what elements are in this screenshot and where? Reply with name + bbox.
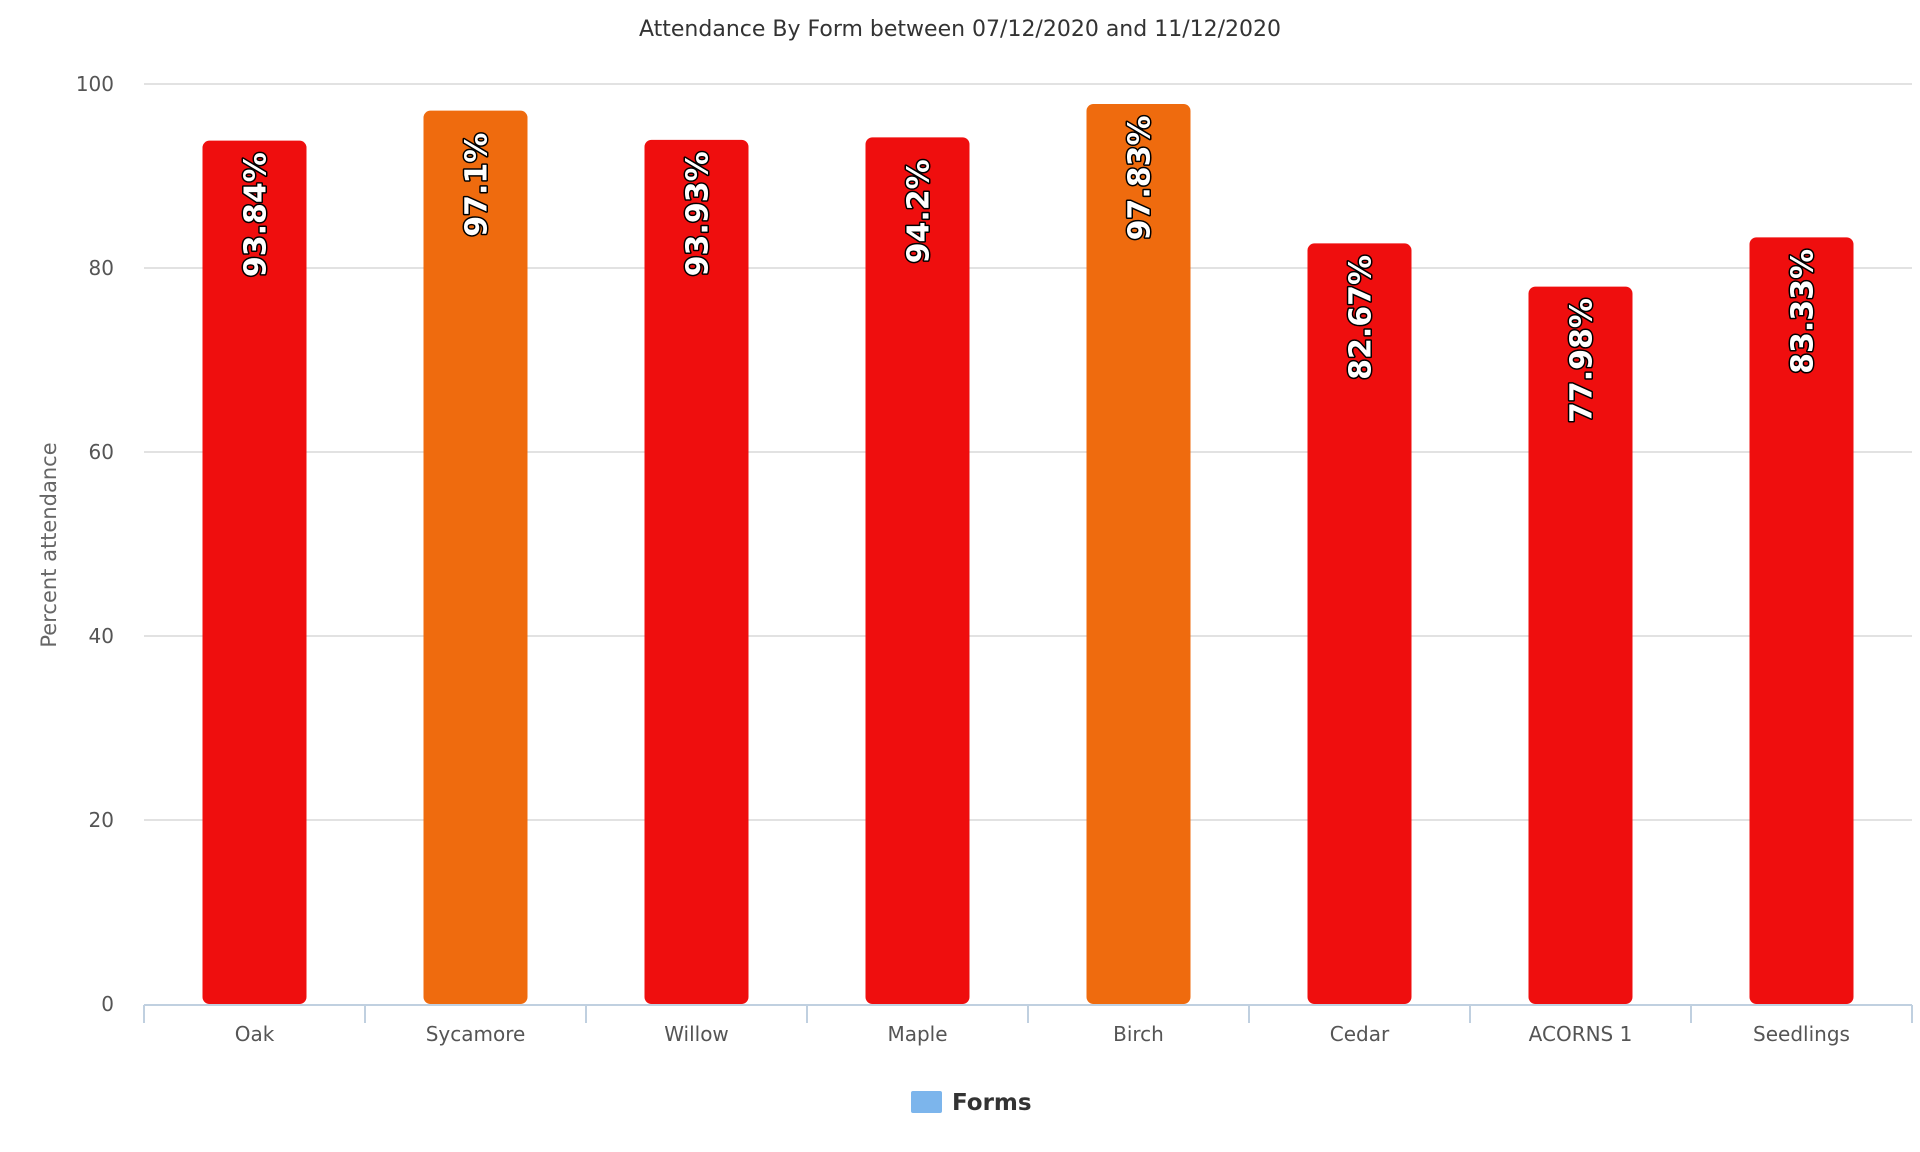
x-tick-label: Oak (235, 1022, 275, 1046)
legend[interactable]: Forms (911, 1090, 1032, 1116)
chart-title: Attendance By Form between 07/12/2020 an… (639, 17, 1281, 42)
x-tick-label: ACORNS 1 (1529, 1022, 1633, 1046)
bars (202, 103, 1854, 1005)
bar-seedlings[interactable] (1749, 237, 1854, 1004)
legend-label: Forms (952, 1090, 1032, 1116)
x-tick-label: Maple (887, 1022, 947, 1046)
y-tick-label: 60 (89, 440, 114, 464)
bar-maple[interactable] (865, 137, 970, 1005)
data-label: 94.2% (902, 159, 937, 263)
bar-birch[interactable] (1086, 103, 1191, 1005)
data-label: 82.67% (1344, 255, 1379, 380)
x-tick-label: Cedar (1330, 1022, 1390, 1046)
y-axis-label: Percent attendance (37, 442, 61, 647)
data-label: 93.93% (681, 151, 716, 276)
y-axis-ticks: 0 20 40 60 80 100 (76, 72, 114, 1016)
y-tick-label: 40 (89, 624, 114, 648)
bar-willow[interactable] (644, 139, 749, 1004)
data-label: 77.98% (1565, 298, 1600, 423)
gridlines (144, 83, 1912, 821)
x-tick-label: Birch (1113, 1022, 1164, 1046)
data-label: 83.33% (1786, 249, 1821, 374)
data-label: 97.83% (1123, 115, 1158, 240)
data-label: 93.84% (239, 152, 274, 277)
bar-sycamore[interactable] (423, 110, 528, 1005)
x-tick-label: Willow (664, 1022, 729, 1046)
bar-oak[interactable] (202, 140, 307, 1004)
data-label: 97.1% (460, 133, 495, 237)
data-labels: 93.84% 97.1% 93.93% 94.2% 97.83% 82.67% 77.98%… (237, 114, 1822, 425)
bar-acorns-1[interactable] (1528, 286, 1633, 1005)
legend-swatch-icon (911, 1091, 942, 1113)
x-tick-label: Seedlings (1753, 1022, 1850, 1046)
y-tick-label: 80 (89, 256, 114, 280)
y-tick-label: 20 (89, 808, 114, 832)
y-tick-label: 100 (76, 72, 114, 96)
bar-cedar[interactable] (1307, 243, 1412, 1004)
y-tick-label: 0 (101, 992, 114, 1016)
x-axis: Oak Sycamore Willow Maple Birch Cedar ACORNS 1… (143, 1004, 1913, 1046)
x-tick-label: Sycamore (426, 1022, 526, 1046)
